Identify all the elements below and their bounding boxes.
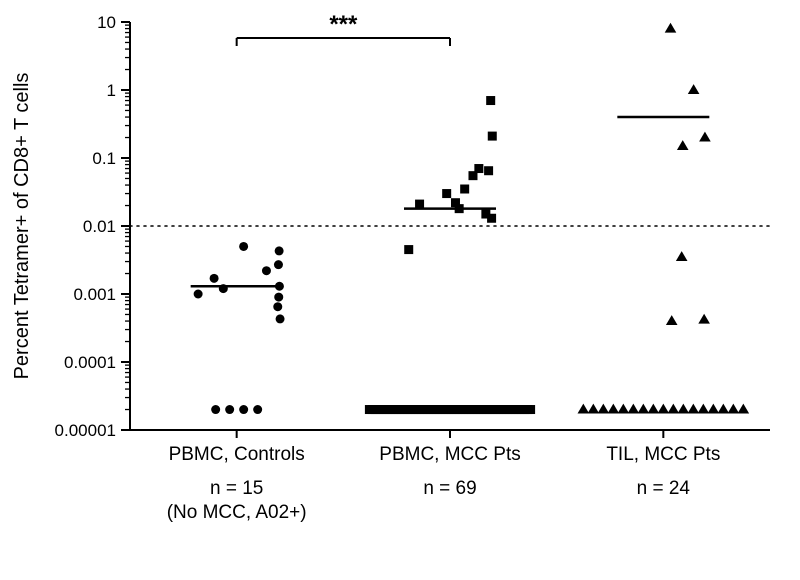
n-label: n = 15 <box>210 478 263 499</box>
category-label: PBMC, MCC Pts <box>379 444 520 465</box>
category-label: TIL, MCC Pts <box>606 444 720 465</box>
y-tick-label: 0.001 <box>73 285 116 304</box>
scatter-plot: 0.00001 0.0001 0.001 0.01 0.1 1 10 Percent Tetr… <box>0 0 800 580</box>
n-label: (No MCC, A02+) <box>167 502 307 523</box>
y-tick-label: 0.00001 <box>55 421 116 440</box>
y-tick-label: 0.0001 <box>64 353 116 372</box>
n-label: n = 24 <box>637 478 691 499</box>
n-label: n = 69 <box>423 478 476 499</box>
y-tick-label: 10 <box>97 13 116 32</box>
significance-label: *** <box>329 11 358 38</box>
y-tick-label: 0.01 <box>83 217 116 236</box>
y-tick-label: 0.1 <box>92 149 116 168</box>
category-label: PBMC, Controls <box>169 444 305 465</box>
chart-container: 0.00001 0.0001 0.001 0.01 0.1 1 10 Percent Tetr… <box>0 0 800 580</box>
y-axis-label: Percent Tetramer+ of CD8+ T cells <box>11 73 33 380</box>
y-tick-label: 1 <box>107 81 116 100</box>
